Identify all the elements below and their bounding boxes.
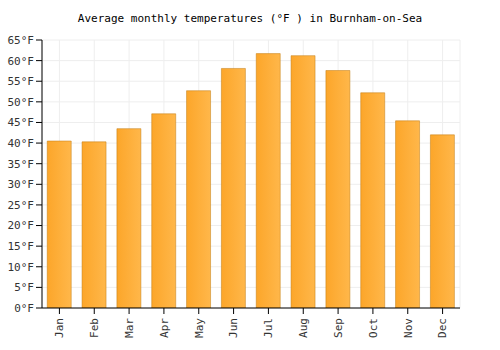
svg-text:Mar: Mar [123,318,136,338]
svg-text:May: May [193,318,206,338]
svg-text:Jan: Jan [53,318,66,338]
svg-text:Sep: Sep [332,318,345,338]
svg-text:Jul: Jul [262,318,275,338]
svg-text:55°F: 55°F [8,75,34,88]
svg-text:5°F: 5°F [14,281,34,294]
svg-text:45°F: 45°F [8,116,34,129]
svg-text:60°F: 60°F [8,55,34,68]
svg-text:40°F: 40°F [8,137,34,150]
svg-text:Feb: Feb [88,318,101,338]
svg-text:30°F: 30°F [8,178,34,191]
svg-text:Nov: Nov [402,318,415,338]
html-text:Average monthly temperatures (: Average monthly temperatures (°F ) in Bu… [77,12,423,25]
svg-text:Oct: Oct [367,318,380,338]
svg-text:25°F: 25°F [8,199,34,212]
svg-text:Jun: Jun [227,318,240,338]
svg-text:Aug: Aug [297,318,310,338]
svg-text:0°F: 0°F [14,302,34,315]
svg-text:15°F: 15°F [8,240,34,253]
svg-text:35°F: 35°F [8,158,34,171]
svg-text:20°F: 20°F [8,219,34,232]
svg-text:50°F: 50°F [8,96,34,109]
svg-text:65°F: 65°F [8,34,34,47]
svg-text:Apr: Apr [158,318,171,338]
svg-text:10°F: 10°F [8,261,34,274]
svg-text:Dec: Dec [436,318,449,338]
